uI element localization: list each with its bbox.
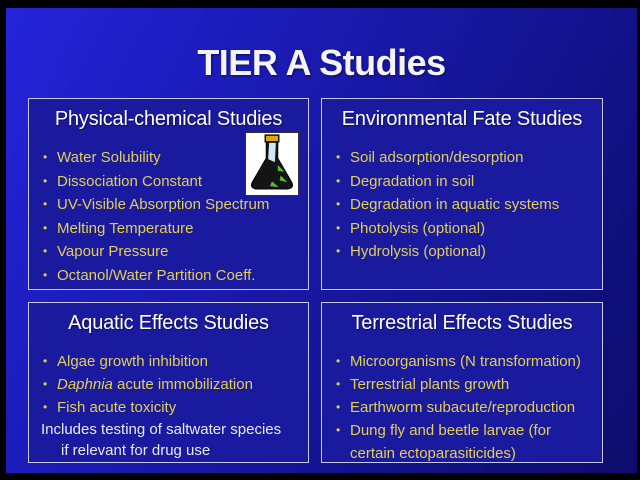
list-item: Algae growth inhibition: [41, 350, 300, 373]
list-item: Fish acute toxicity: [41, 396, 300, 419]
box-aquatic-effects-studies: Aquatic Effects Studies Algae growth inh…: [28, 302, 309, 463]
slide-title: TIER A Studies: [197, 42, 446, 83]
list-item: Dung fly and beetle larvae (for certain …: [334, 419, 594, 465]
box-title: Physical-chemical Studies: [54, 108, 283, 130]
list-item: Melting Temperature: [41, 217, 300, 241]
list-item: Octanol/Water Partition Coeff.: [41, 264, 300, 288]
list-item: Photolysis (optional): [334, 217, 594, 241]
list-item: Water Solubility: [41, 146, 300, 170]
list-item: Soil adsorption/desorption: [334, 146, 594, 170]
list-item: Hydrolysis (optional): [334, 240, 594, 264]
slide-background: TIER A Studies Physical-chemical Studies…: [6, 8, 637, 473]
bullet-list: Algae growth inhibition Daphnia acute im…: [29, 350, 308, 419]
list-item: Degradation in aquatic systems: [334, 193, 594, 217]
list-item: Microorganisms (N transformation): [334, 350, 594, 373]
box-environmental-fate-studies: Environmental Fate Studies Soil adsorpti…: [321, 98, 603, 290]
box-terrestrial-effects-studies: Terrestrial Effects Studies Microorganis…: [321, 302, 603, 463]
list-item: Daphnia acute immobilization: [41, 373, 300, 396]
list-item: Vapour Pressure: [41, 240, 300, 264]
list-item: Earthworm subacute/reproduction: [334, 396, 594, 419]
box-physical-chemical-studies: Physical-chemical Studies Water Solubili…: [28, 98, 309, 290]
bullet-list: Water Solubility Dissociation Constant U…: [29, 146, 308, 287]
list-item: Dissociation Constant: [41, 170, 300, 194]
note-text: Includes testing of saltwater species: [41, 421, 282, 438]
box-title: Environmental Fate Studies: [341, 108, 583, 130]
list-item: UV-Visible Absorption Spectrum: [41, 193, 300, 217]
list-item: Degradation in soil: [334, 170, 594, 194]
box-title: Terrestrial Effects Studies: [351, 312, 573, 334]
box-title: Aquatic Effects Studies: [68, 312, 269, 334]
bullet-list: Soil adsorption/desorption Degradation i…: [322, 146, 602, 264]
list-item: Terrestrial plants growth: [334, 373, 594, 396]
note-text: if relevant for drug use: [61, 442, 211, 459]
bullet-list: Microorganisms (N transformation) Terres…: [322, 350, 602, 465]
